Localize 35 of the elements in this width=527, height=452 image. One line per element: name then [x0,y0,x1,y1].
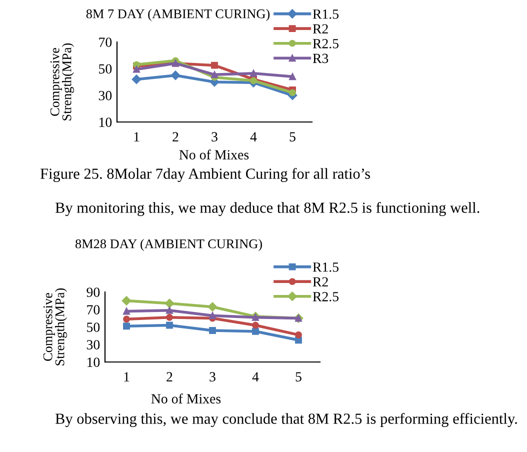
y-tick-label: 30 [86,340,100,350]
legend-label: R2 [312,277,328,286]
x-tick-label: 5 [290,132,296,142]
y-tick-label: 90 [86,288,100,297]
legend-label: R2.5 [312,38,339,48]
legend-label: R3 [312,54,328,64]
y-tick-label: 50 [87,322,100,332]
text: By monitoring this, we may deduce that 8M R2.5 is functioning well. [55,202,480,216]
x-tick-label: 3 [212,132,218,142]
y-tick-label: 50 [99,64,112,74]
chart-title: 8M 7 DAY (AMBIENT CURING) [86,9,270,21]
legend-label: R2 [312,24,328,34]
y-tick-label: 30 [98,90,112,100]
text: By observing this, we may conclude that 8M R2.5 is performing efficiently. [55,412,517,428]
y-axis-title: Compressive Strength(MPa) [43,288,67,366]
x-tick-label: 5 [296,372,302,382]
y-tick-label: 70 [87,305,100,314]
x-tick-label: 2 [172,132,178,142]
legend-label: R1.5 [312,10,339,19]
y-tick-label: 70 [99,38,112,47]
x-tick-label: 2 [166,372,172,382]
x-tick-label: 4 [252,372,259,382]
y-axis-title: Compressive Strength(MPa) [50,43,74,120]
x-tick-label: 1 [134,132,140,142]
y-tick-label: 10 [87,358,100,367]
x-tick-label: 1 [124,372,130,382]
legend-label: R1.5 [312,262,339,272]
chart-title: 8M28 DAY (AMBIENT CURING) [76,239,262,251]
caption: Figure 25. 8Molar 7day Ambient Curing for all ratio’s [40,168,370,182]
y-tick-label: 10 [99,118,112,127]
x-axis-title: No of Mixes [151,394,221,404]
x-tick-label: 4 [250,132,257,142]
x-axis-title: No of Mixes [179,150,249,160]
legend-label: R2.5 [312,292,339,302]
x-tick-label: 3 [210,372,216,382]
